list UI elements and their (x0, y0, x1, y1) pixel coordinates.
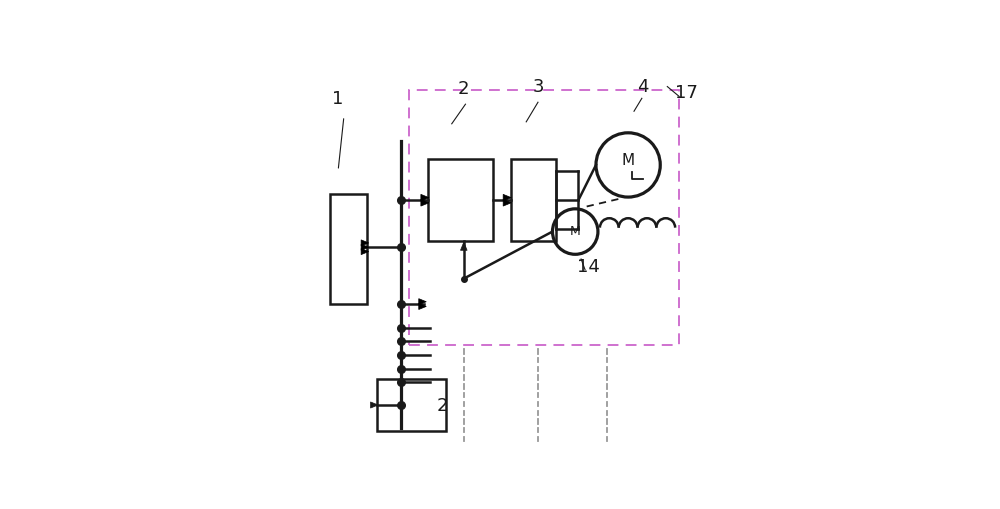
Polygon shape (361, 244, 369, 250)
Text: M: M (622, 153, 635, 168)
Polygon shape (503, 200, 511, 206)
Polygon shape (361, 240, 369, 246)
Polygon shape (361, 248, 369, 254)
Bar (409, 91, 679, 345)
Text: 14: 14 (577, 258, 600, 276)
Polygon shape (460, 242, 467, 250)
Bar (377, 379, 446, 432)
Polygon shape (419, 299, 426, 305)
Polygon shape (371, 402, 378, 408)
Text: M: M (570, 225, 581, 238)
Bar (511, 159, 556, 241)
Polygon shape (421, 194, 429, 201)
Polygon shape (421, 200, 429, 206)
Text: 2: 2 (436, 397, 448, 415)
Text: 4: 4 (637, 78, 648, 96)
Polygon shape (503, 194, 511, 201)
Bar (428, 159, 493, 241)
Bar (330, 194, 367, 304)
Text: 2: 2 (458, 80, 469, 98)
Text: 17: 17 (675, 84, 698, 102)
Polygon shape (419, 303, 426, 309)
Text: 3: 3 (532, 78, 544, 96)
Text: 1: 1 (332, 90, 344, 108)
